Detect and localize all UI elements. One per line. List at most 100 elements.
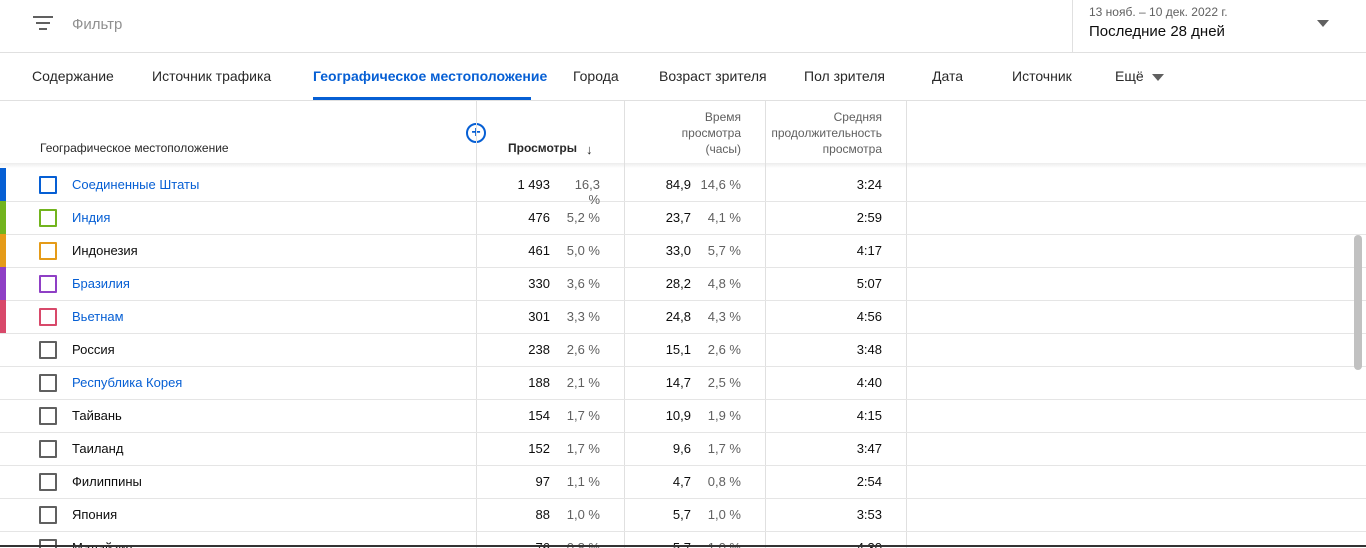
tab-viewer-gender[interactable]: Пол зрителя: [804, 68, 885, 84]
avg-duration-value: 3:48: [856, 342, 882, 357]
avg-duration-value: 2:54: [856, 474, 882, 489]
column-header-avg-duration-line2: продолжительность: [771, 126, 882, 140]
table-row[interactable]: Бразилия 330 3,6 % 28,2 4,8 % 5:07: [0, 267, 1366, 301]
views-value: 97: [535, 474, 550, 489]
watch-time-value: 23,7: [665, 210, 691, 225]
avg-duration-value: 2:59: [856, 210, 882, 225]
row-checkbox[interactable]: [39, 275, 57, 293]
row-checkbox[interactable]: [39, 440, 57, 458]
watch-time-value: 4,7: [672, 474, 691, 489]
table-row[interactable]: Малайзия 76 0,8 % 5,7 1,0 % 4:30: [0, 531, 1366, 548]
date-range-selector[interactable]: 13 нояб. – 10 дек. 2022 г. Последние 28 …: [1072, 0, 1366, 52]
row-checkbox[interactable]: [39, 209, 57, 227]
views-value: 88: [535, 507, 550, 522]
series-color-swatch: [0, 201, 6, 234]
filter-icon[interactable]: [33, 15, 53, 33]
watch-time-value: 5,7: [672, 540, 691, 548]
table-row[interactable]: Соединенные Штаты 1 493 16,3 % 84,9 14,6 % 3:…: [0, 168, 1366, 207]
tab-geography[interactable]: Географическое местоположение: [313, 68, 548, 84]
table-row[interactable]: Индия 476 5,2 % 23,7 4,1 % 2:59: [0, 201, 1366, 235]
tab-more-label: Ещё: [1115, 68, 1144, 84]
row-checkbox[interactable]: [39, 407, 57, 425]
column-divider: [476, 101, 477, 548]
column-divider: [765, 101, 766, 548]
country-name[interactable]: Бразилия: [72, 276, 130, 291]
views-percent: 3,3 %: [566, 309, 600, 324]
row-checkbox[interactable]: [39, 506, 57, 524]
country-name: Тайвань: [72, 408, 122, 423]
column-header-geography[interactable]: Географическое местоположение: [40, 141, 229, 155]
views-percent: 1,7 %: [566, 441, 600, 456]
country-name[interactable]: Республика Корея: [72, 375, 183, 390]
views-percent: 1,0 %: [566, 507, 600, 522]
views-value: 301: [528, 309, 550, 324]
column-header-avg-duration[interactable]: Средняя продолжительность просмотра: [748, 109, 882, 157]
views-value: 238: [528, 342, 550, 357]
watch-time-value: 28,2: [665, 276, 691, 291]
views-value: 476: [528, 210, 550, 225]
series-color-swatch: [0, 234, 6, 267]
views-percent: 2,1 %: [566, 375, 600, 390]
table-row[interactable]: Япония 88 1,0 % 5,7 1,0 % 3:53: [0, 498, 1366, 532]
views-percent: 16,3 %: [574, 177, 600, 207]
watch-time-value: 24,8: [665, 309, 691, 324]
watch-time-percent: 2,6 %: [707, 342, 741, 357]
tab-viewer-age[interactable]: Возраст зрителя: [659, 68, 767, 84]
views-percent: 5,0 %: [566, 243, 600, 258]
watch-time-percent: 1,9 %: [707, 408, 741, 423]
views-percent: 3,6 %: [566, 276, 600, 291]
table-row[interactable]: Индонезия 461 5,0 % 33,0 5,7 % 4:17: [0, 234, 1366, 268]
country-name[interactable]: Вьетнам: [72, 309, 124, 324]
dropdown-arrow-icon[interactable]: [1317, 20, 1329, 27]
table-row[interactable]: Тайвань 154 1,7 % 10,9 1,9 % 4:15: [0, 399, 1366, 433]
country-name[interactable]: Индия: [72, 210, 111, 225]
table-row[interactable]: Вьетнам 301 3,3 % 24,8 4,3 % 4:56: [0, 300, 1366, 334]
views-percent: 1,7 %: [566, 408, 600, 423]
views-value: 1 493: [517, 177, 550, 192]
column-header-avg-duration-line3: просмотра: [822, 142, 882, 156]
column-header-watch-time-line2: просмотра: [681, 126, 741, 140]
tab-source[interactable]: Источник: [1012, 68, 1072, 84]
country-name: Россия: [72, 342, 115, 357]
row-checkbox[interactable]: [39, 539, 57, 548]
views-value: 154: [528, 408, 550, 423]
table-header: Географическое местоположение + Просмотр…: [0, 101, 1366, 164]
tab-cities[interactable]: Города: [573, 68, 619, 84]
tab-date[interactable]: Дата: [932, 68, 964, 84]
views-value: 76: [535, 540, 550, 548]
table-row[interactable]: Республика Корея 188 2,1 % 14,7 2,5 % 4:40: [0, 366, 1366, 400]
views-value: 188: [528, 375, 550, 390]
row-checkbox[interactable]: [39, 374, 57, 392]
series-color-swatch: [0, 267, 6, 300]
views-value: 461: [528, 243, 550, 258]
avg-duration-value: 4:40: [856, 375, 882, 390]
row-checkbox[interactable]: [39, 308, 57, 326]
series-color-swatch: [0, 300, 6, 333]
column-header-watch-time[interactable]: Время просмотра (часы): [626, 109, 741, 157]
watch-time-percent: 1,0 %: [707, 540, 741, 548]
table-row[interactable]: Таиланд 152 1,7 % 9,6 1,7 % 3:47: [0, 432, 1366, 466]
tab-content[interactable]: Содержание: [32, 68, 114, 84]
column-header-views[interactable]: Просмотры: [508, 141, 578, 155]
table-row[interactable]: Россия 238 2,6 % 15,1 2,6 % 3:48: [0, 333, 1366, 367]
date-range-text: 13 нояб. – 10 дек. 2022 г.: [1089, 5, 1228, 19]
avg-duration-value: 3:24: [856, 177, 882, 192]
tab-traffic-source[interactable]: Источник трафика: [152, 68, 272, 84]
country-name: Япония: [72, 507, 118, 522]
sort-down-arrow-icon[interactable]: ↓: [586, 142, 593, 157]
watch-time-value: 15,1: [665, 342, 691, 357]
column-header-watch-time-line1: Время: [704, 110, 741, 124]
row-checkbox[interactable]: [39, 473, 57, 491]
table-row[interactable]: Филиппины 97 1,1 % 4,7 0,8 % 2:54: [0, 465, 1366, 499]
avg-duration-value: 4:56: [856, 309, 882, 324]
row-checkbox[interactable]: [39, 176, 57, 194]
watch-time-value: 9,6: [672, 441, 691, 456]
views-percent: 2,6 %: [566, 342, 600, 357]
tab-more[interactable]: Ещё: [1115, 68, 1164, 84]
table-body: Соединенные Штаты 1 493 16,3 % 84,9 14,6 % 3:…: [0, 168, 1366, 548]
country-name[interactable]: Соединенные Штаты: [72, 177, 200, 192]
row-checkbox[interactable]: [39, 242, 57, 260]
row-checkbox[interactable]: [39, 341, 57, 359]
filter-input[interactable]: Фильтр: [72, 16, 123, 33]
vertical-scrollbar[interactable]: [1354, 235, 1362, 370]
